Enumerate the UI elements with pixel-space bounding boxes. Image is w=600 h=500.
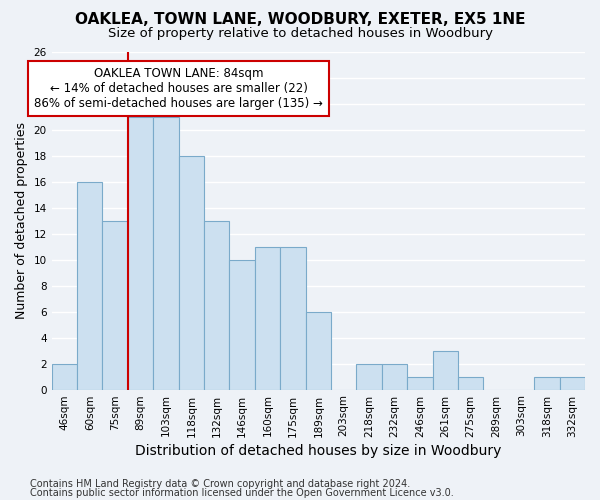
Bar <box>356 364 382 390</box>
Bar <box>77 182 103 390</box>
Bar <box>52 364 77 390</box>
X-axis label: Distribution of detached houses by size in Woodbury: Distribution of detached houses by size … <box>135 444 502 458</box>
Bar <box>128 116 153 390</box>
Bar <box>407 376 433 390</box>
Bar <box>153 116 179 390</box>
Text: Size of property relative to detached houses in Woodbury: Size of property relative to detached ho… <box>107 28 493 40</box>
Text: OAKLEA, TOWN LANE, WOODBURY, EXETER, EX5 1NE: OAKLEA, TOWN LANE, WOODBURY, EXETER, EX5… <box>75 12 525 28</box>
Bar <box>280 246 305 390</box>
Bar <box>255 246 280 390</box>
Bar <box>229 260 255 390</box>
Bar <box>458 376 484 390</box>
Bar <box>382 364 407 390</box>
Bar <box>433 350 458 390</box>
Bar <box>560 376 585 390</box>
Bar <box>103 220 128 390</box>
Bar <box>179 156 204 390</box>
Text: Contains HM Land Registry data © Crown copyright and database right 2024.: Contains HM Land Registry data © Crown c… <box>30 479 410 489</box>
Text: OAKLEA TOWN LANE: 84sqm
← 14% of detached houses are smaller (22)
86% of semi-de: OAKLEA TOWN LANE: 84sqm ← 14% of detache… <box>34 67 323 110</box>
Text: Contains public sector information licensed under the Open Government Licence v3: Contains public sector information licen… <box>30 488 454 498</box>
Y-axis label: Number of detached properties: Number of detached properties <box>15 122 28 319</box>
Bar <box>305 312 331 390</box>
Bar <box>204 220 229 390</box>
Bar <box>534 376 560 390</box>
